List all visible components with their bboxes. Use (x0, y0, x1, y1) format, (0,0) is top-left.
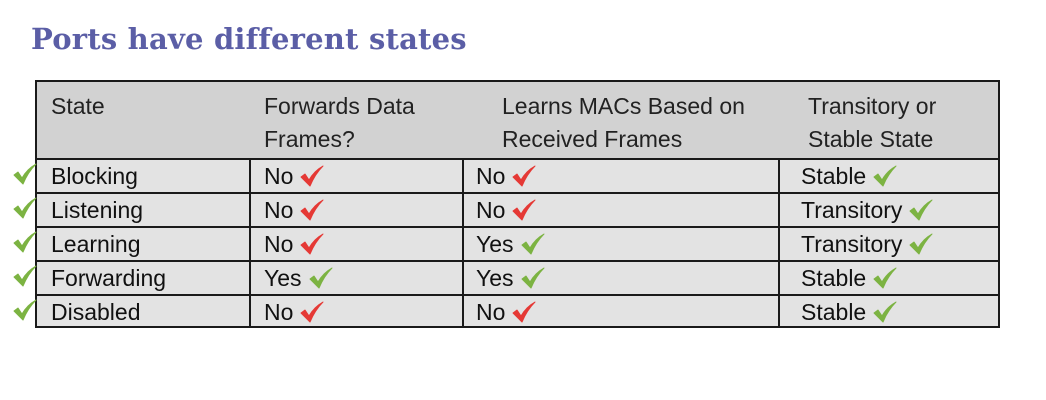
red-check-icon (512, 199, 536, 221)
cell-forwards: No (264, 194, 325, 226)
state-label: Listening (51, 197, 144, 223)
table-row: Listening No No Transitory (37, 194, 998, 228)
red-check-icon (512, 165, 536, 187)
cell-learns: No (476, 194, 537, 226)
green-check-icon (309, 267, 333, 289)
green-check-icon (13, 299, 37, 321)
green-check-icon (873, 267, 897, 289)
green-check-icon (13, 265, 37, 287)
red-check-icon (300, 165, 324, 187)
row-check-icon (6, 264, 37, 290)
table-header: State Forwards Data Frames? Learns MACs … (37, 82, 998, 160)
page-title: Ports have different states (31, 22, 467, 56)
row-check-icon (6, 162, 37, 188)
header-forwards: Forwards Data Frames? (264, 93, 415, 152)
learns-value: No (476, 163, 506, 189)
cell-learns: Yes (476, 228, 546, 260)
column-divider (462, 160, 464, 326)
cell-stability: Transitory (801, 228, 934, 260)
cell-state: Learning (51, 228, 141, 260)
red-check-icon (300, 233, 324, 255)
forwards-value: No (264, 197, 294, 223)
green-check-icon (873, 165, 897, 187)
cell-forwards: Yes (264, 262, 334, 294)
cell-stability: Stable (801, 160, 898, 192)
stability-value: Stable (801, 163, 867, 189)
learns-value: Yes (476, 231, 514, 257)
green-check-icon (521, 267, 545, 289)
header-stability: Transitory or Stable State (808, 93, 937, 152)
table-row: Learning No Yes Transitory (37, 228, 998, 262)
forwards-value: Yes (264, 265, 302, 291)
port-states-table: State Forwards Data Frames? Learns MACs … (35, 80, 1000, 328)
state-label: Learning (51, 231, 141, 257)
learns-value: No (476, 197, 506, 223)
green-check-icon (873, 301, 897, 323)
cell-forwards: No (264, 296, 325, 328)
state-label: Blocking (51, 163, 138, 189)
state-label: Forwarding (51, 265, 167, 291)
row-check-icon (6, 230, 37, 256)
column-divider (778, 160, 780, 326)
cell-learns: No (476, 296, 537, 328)
red-check-icon (300, 301, 324, 323)
forwards-value: No (264, 299, 294, 325)
red-check-icon (300, 199, 324, 221)
table-row: Blocking No No Stable (37, 160, 998, 194)
stability-value: Stable (801, 299, 867, 325)
cell-forwards: No (264, 228, 325, 260)
column-divider (249, 160, 251, 326)
cell-learns: Yes (476, 262, 546, 294)
forwards-value: No (264, 231, 294, 257)
cell-state: Blocking (51, 160, 138, 192)
stability-value: Transitory (801, 197, 903, 223)
cell-state: Forwarding (51, 262, 166, 294)
learns-value: Yes (476, 265, 514, 291)
row-check-icon (6, 298, 37, 324)
green-check-icon (13, 231, 37, 253)
state-label: Disabled (51, 299, 141, 325)
cell-stability: Stable (801, 296, 898, 328)
cell-learns: No (476, 160, 537, 192)
green-check-icon (909, 233, 933, 255)
cell-stability: Stable (801, 262, 898, 294)
cell-state: Disabled (51, 296, 141, 328)
stability-value: Stable (801, 265, 867, 291)
red-check-icon (512, 301, 536, 323)
row-check-icon (6, 196, 37, 222)
table-row: Forwarding Yes Yes Stable (37, 262, 998, 296)
green-check-icon (909, 199, 933, 221)
cell-stability: Transitory (801, 194, 934, 226)
header-state: State (51, 93, 105, 119)
stability-value: Transitory (801, 231, 903, 257)
table-row: Disabled No No Stable (37, 296, 998, 330)
cell-forwards: No (264, 160, 325, 192)
cell-state: Listening (51, 194, 143, 226)
forwards-value: No (264, 163, 294, 189)
green-check-icon (521, 233, 545, 255)
learns-value: No (476, 299, 506, 325)
header-learns: Learns MACs Based on Received Frames (502, 93, 745, 152)
green-check-icon (13, 163, 37, 185)
green-check-icon (13, 197, 37, 219)
